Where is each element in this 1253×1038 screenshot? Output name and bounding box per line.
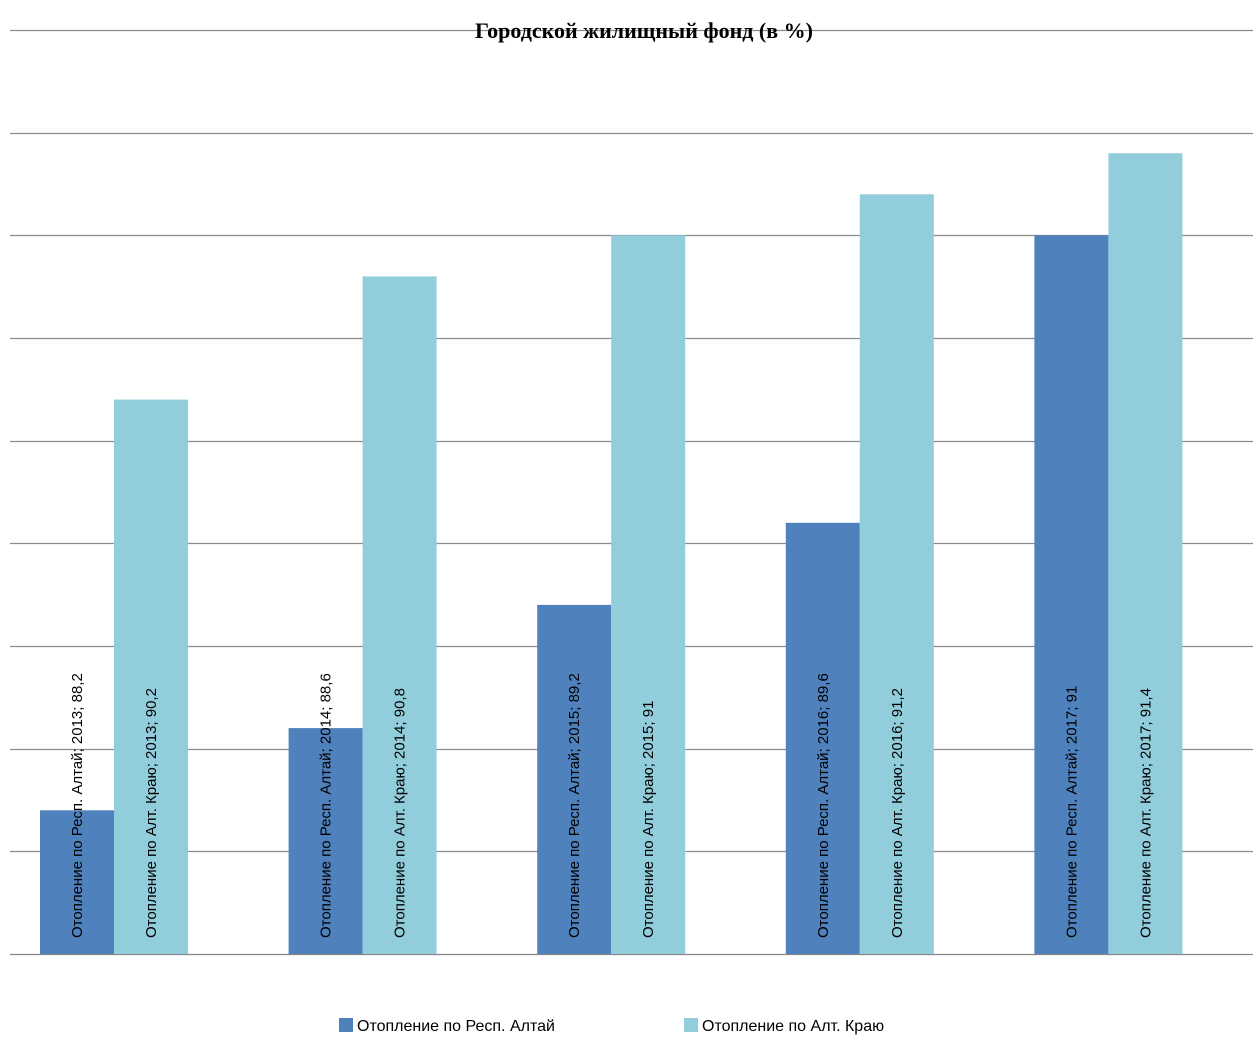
bars	[40, 153, 1183, 955]
data-label-series-1-2014: Отопление по Респ. Алтай; 2014; 88,6	[318, 673, 335, 938]
bar-series-1-2014	[288, 728, 363, 954]
chart-title: Городской жилищный фонд (в %)	[475, 18, 813, 43]
data-label-series-2-2016: Отопление по Алт. Краю; 2016; 91,2	[889, 688, 906, 938]
data-label-series-2-2015: Отопление по Алт. Краю; 2015; 91	[640, 701, 657, 938]
bar-series-2-2016	[859, 194, 934, 955]
bar-series-2-2014	[362, 276, 437, 954]
bar-series-2-2017	[1108, 153, 1183, 954]
legend-label-series-1: Отопление по Респ. Алтай	[357, 1018, 555, 1035]
legend-label-series-2: Отопление по Алт. Краю	[702, 1018, 884, 1035]
bar-series-1-2016	[785, 522, 860, 954]
data-label-series-1-2015: Отопление по Респ. Алтай; 2015; 89,2	[566, 673, 583, 938]
legend-swatch-series-2	[684, 1018, 698, 1032]
bar-series-2-2015	[611, 235, 686, 955]
data-label-series-1-2017: Отопление по Респ. Алтай; 2017; 91	[1063, 686, 1080, 938]
data-label-series-2-2013: Отопление по Алт. Краю; 2013; 90,2	[143, 688, 160, 938]
data-label-series-1-2016: Отопление по Респ. Алтай; 2016; 89,6	[815, 673, 832, 938]
bar-series-2-2013	[114, 399, 188, 955]
data-label-series-2-2017: Отопление по Алт. Краю; 2017; 91,4	[1137, 688, 1154, 938]
bar-series-1-2015	[537, 604, 612, 954]
bar-series-1-2017	[1034, 235, 1109, 955]
bar-series-1-2013	[40, 810, 114, 954]
data-label-series-2-2014: Отопление по Алт. Краю; 2014; 90,8	[392, 688, 409, 938]
data-label-series-1-2013: Отопление по Респ. Алтай; 2013; 88,2	[69, 673, 86, 938]
data-labels: Отопление по Респ. Алтай; 2013; 88,2 Отоп…	[69, 673, 1154, 938]
legend: Отопление по Респ. Алтай Отопление по Ал…	[339, 1018, 884, 1035]
legend-swatch-series-1	[339, 1018, 353, 1032]
